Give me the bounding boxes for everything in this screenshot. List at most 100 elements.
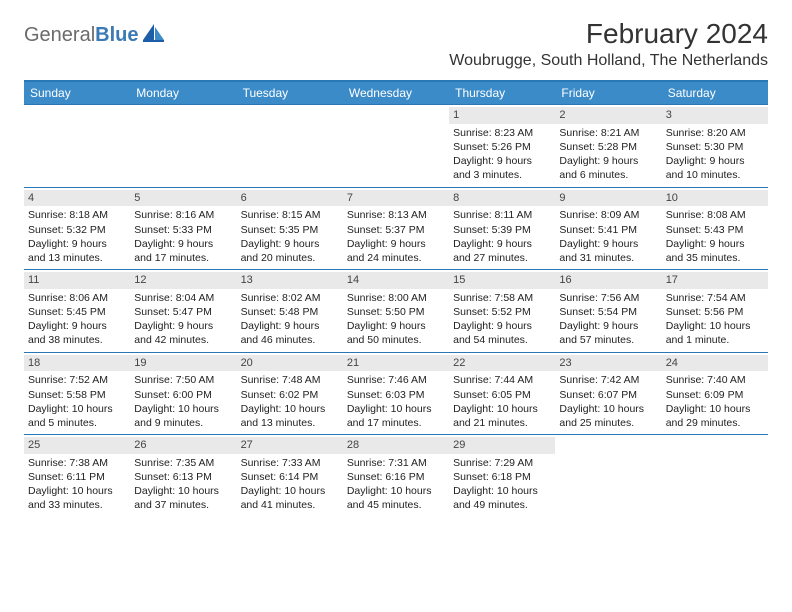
day1-text: Daylight: 9 hours (666, 237, 764, 251)
day-header: Monday (130, 82, 236, 104)
day1-text: Daylight: 10 hours (453, 484, 551, 498)
day-cell: 27Sunrise: 7:33 AMSunset: 6:14 PMDayligh… (237, 435, 343, 517)
day1-text: Daylight: 9 hours (453, 154, 551, 168)
day1-text: Daylight: 9 hours (241, 319, 339, 333)
sunset-text: Sunset: 6:16 PM (347, 470, 445, 484)
day-cell: 18Sunrise: 7:52 AMSunset: 5:58 PMDayligh… (24, 353, 130, 435)
day-header: Saturday (662, 82, 768, 104)
day1-text: Daylight: 9 hours (559, 319, 657, 333)
day-cell: 7Sunrise: 8:13 AMSunset: 5:37 PMDaylight… (343, 188, 449, 270)
day-cell: 26Sunrise: 7:35 AMSunset: 6:13 PMDayligh… (130, 435, 236, 517)
sunrise-text: Sunrise: 8:15 AM (241, 208, 339, 222)
day-cell: 3Sunrise: 8:20 AMSunset: 5:30 PMDaylight… (662, 105, 768, 187)
day-number: 1 (449, 107, 555, 124)
day-number: 26 (130, 437, 236, 454)
sunrise-text: Sunrise: 8:21 AM (559, 126, 657, 140)
day-number: 8 (449, 190, 555, 207)
day2-text: and 45 minutes. (347, 498, 445, 512)
day2-text: and 42 minutes. (134, 333, 232, 347)
sunset-text: Sunset: 6:11 PM (28, 470, 126, 484)
day2-text: and 49 minutes. (453, 498, 551, 512)
logo: GeneralBlue (24, 18, 165, 47)
day-number: 10 (662, 190, 768, 207)
day-cell: 25Sunrise: 7:38 AMSunset: 6:11 PMDayligh… (24, 435, 130, 517)
day2-text: and 17 minutes. (347, 416, 445, 430)
day-number: 21 (343, 355, 449, 372)
sunset-text: Sunset: 5:45 PM (28, 305, 126, 319)
day-cell (24, 105, 130, 187)
sunrise-text: Sunrise: 8:06 AM (28, 291, 126, 305)
day1-text: Daylight: 10 hours (666, 402, 764, 416)
day2-text: and 33 minutes. (28, 498, 126, 512)
sunset-text: Sunset: 5:58 PM (28, 388, 126, 402)
day-header: Wednesday (343, 82, 449, 104)
day1-text: Daylight: 9 hours (453, 319, 551, 333)
day-cell: 16Sunrise: 7:56 AMSunset: 5:54 PMDayligh… (555, 270, 661, 352)
day-cell: 4Sunrise: 8:18 AMSunset: 5:32 PMDaylight… (24, 188, 130, 270)
day-number: 29 (449, 437, 555, 454)
sunrise-text: Sunrise: 7:35 AM (134, 456, 232, 470)
day1-text: Daylight: 9 hours (559, 237, 657, 251)
logo-text: GeneralBlue (24, 24, 139, 47)
sunrise-text: Sunrise: 7:56 AM (559, 291, 657, 305)
sunrise-text: Sunrise: 7:44 AM (453, 373, 551, 387)
day-cell: 9Sunrise: 8:09 AMSunset: 5:41 PMDaylight… (555, 188, 661, 270)
sunset-text: Sunset: 6:18 PM (453, 470, 551, 484)
day1-text: Daylight: 10 hours (28, 402, 126, 416)
sunset-text: Sunset: 5:54 PM (559, 305, 657, 319)
sunset-text: Sunset: 5:28 PM (559, 140, 657, 154)
day1-text: Daylight: 9 hours (28, 237, 126, 251)
day1-text: Daylight: 9 hours (559, 154, 657, 168)
day1-text: Daylight: 10 hours (347, 484, 445, 498)
day1-text: Daylight: 9 hours (453, 237, 551, 251)
sunrise-text: Sunrise: 7:52 AM (28, 373, 126, 387)
sunset-text: Sunset: 6:02 PM (241, 388, 339, 402)
day2-text: and 46 minutes. (241, 333, 339, 347)
day-cell: 12Sunrise: 8:04 AMSunset: 5:47 PMDayligh… (130, 270, 236, 352)
sunset-text: Sunset: 5:26 PM (453, 140, 551, 154)
page-subtitle: Woubrugge, South Holland, The Netherland… (449, 52, 768, 70)
sunset-text: Sunset: 5:43 PM (666, 223, 764, 237)
day2-text: and 50 minutes. (347, 333, 445, 347)
day-cell: 1Sunrise: 8:23 AMSunset: 5:26 PMDaylight… (449, 105, 555, 187)
day-number: 6 (237, 190, 343, 207)
sunset-text: Sunset: 6:00 PM (134, 388, 232, 402)
day1-text: Daylight: 10 hours (241, 402, 339, 416)
day-number: 20 (237, 355, 343, 372)
day-number: 19 (130, 355, 236, 372)
day-number: 12 (130, 272, 236, 289)
day2-text: and 24 minutes. (347, 251, 445, 265)
day-cell: 8Sunrise: 8:11 AMSunset: 5:39 PMDaylight… (449, 188, 555, 270)
day-cell: 29Sunrise: 7:29 AMSunset: 6:18 PMDayligh… (449, 435, 555, 517)
day1-text: Daylight: 9 hours (347, 237, 445, 251)
day1-text: Daylight: 10 hours (241, 484, 339, 498)
day-cell: 24Sunrise: 7:40 AMSunset: 6:09 PMDayligh… (662, 353, 768, 435)
title-area: February 2024 Woubrugge, South Holland, … (449, 18, 768, 70)
sunrise-text: Sunrise: 8:08 AM (666, 208, 764, 222)
week-row: 18Sunrise: 7:52 AMSunset: 5:58 PMDayligh… (24, 352, 768, 435)
day2-text: and 31 minutes. (559, 251, 657, 265)
sunset-text: Sunset: 6:14 PM (241, 470, 339, 484)
sunset-text: Sunset: 5:52 PM (453, 305, 551, 319)
day-number: 14 (343, 272, 449, 289)
day-cell: 19Sunrise: 7:50 AMSunset: 6:00 PMDayligh… (130, 353, 236, 435)
sunset-text: Sunset: 5:48 PM (241, 305, 339, 319)
day2-text: and 54 minutes. (453, 333, 551, 347)
sunrise-text: Sunrise: 7:38 AM (28, 456, 126, 470)
day1-text: Daylight: 9 hours (134, 319, 232, 333)
day2-text: and 17 minutes. (134, 251, 232, 265)
day2-text: and 3 minutes. (453, 168, 551, 182)
day2-text: and 35 minutes. (666, 251, 764, 265)
day2-text: and 25 minutes. (559, 416, 657, 430)
sunrise-text: Sunrise: 8:04 AM (134, 291, 232, 305)
day2-text: and 1 minute. (666, 333, 764, 347)
day2-text: and 20 minutes. (241, 251, 339, 265)
logo-general: General (24, 24, 95, 46)
logo-sail-icon (143, 24, 165, 47)
day1-text: Daylight: 9 hours (28, 319, 126, 333)
sunset-text: Sunset: 5:39 PM (453, 223, 551, 237)
sunset-text: Sunset: 5:50 PM (347, 305, 445, 319)
sunrise-text: Sunrise: 7:42 AM (559, 373, 657, 387)
weeks-container: 1Sunrise: 8:23 AMSunset: 5:26 PMDaylight… (24, 104, 768, 517)
week-row: 25Sunrise: 7:38 AMSunset: 6:11 PMDayligh… (24, 434, 768, 517)
